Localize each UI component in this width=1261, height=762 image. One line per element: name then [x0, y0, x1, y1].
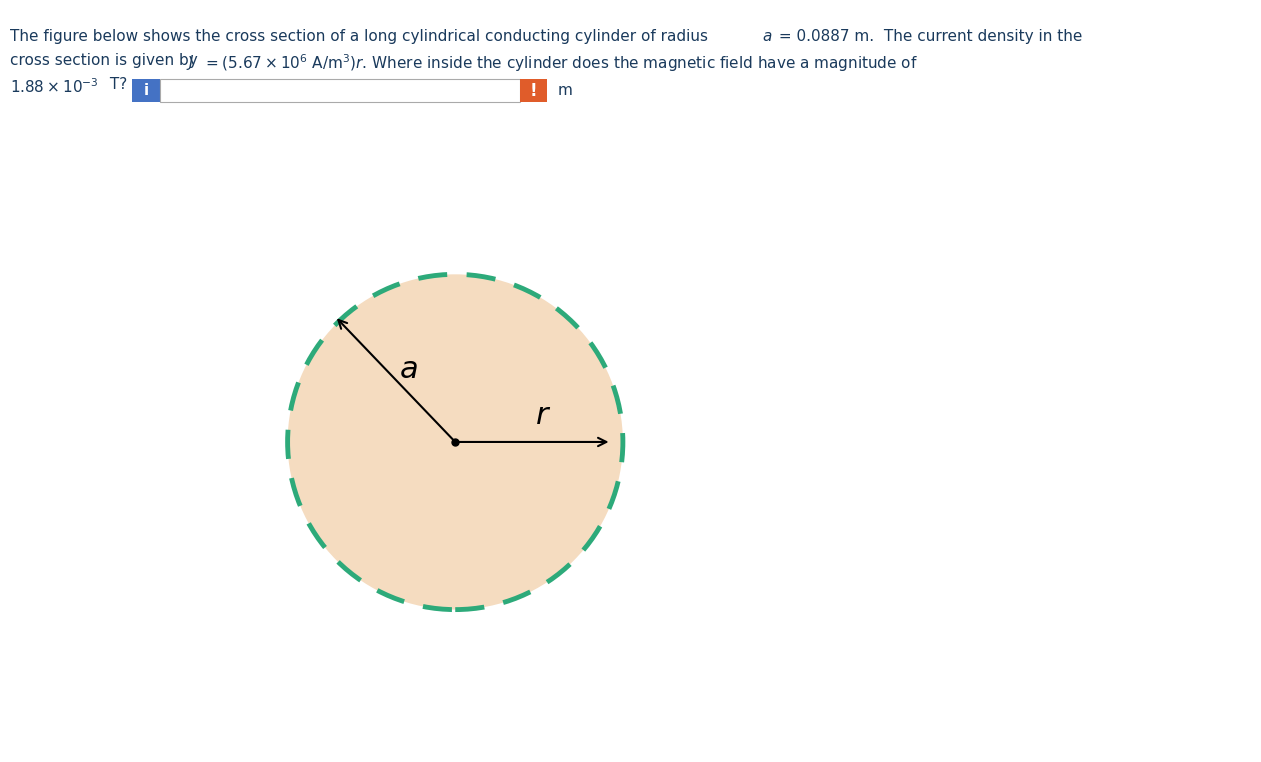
Text: cross section is given by: cross section is given by [10, 53, 203, 68]
Text: = 0.0887 m.  The current density in the: = 0.0887 m. The current density in the [774, 29, 1083, 44]
Text: $r$: $r$ [535, 401, 551, 430]
Text: $a$: $a$ [762, 29, 773, 44]
Text: $a$: $a$ [398, 355, 417, 384]
Text: $= \left(5.67 \times 10^6\ \mathrm{A/m^3}\right)r$. Where inside the cylinder do: $= \left(5.67 \times 10^6\ \mathrm{A/m^3… [198, 53, 918, 74]
Text: i: i [144, 83, 149, 98]
Circle shape [288, 274, 623, 610]
Text: $1.88 \times 10^{-3}$: $1.88 \times 10^{-3}$ [10, 77, 98, 96]
Text: m: m [557, 83, 572, 98]
Text: The figure below shows the cross section of a long cylindrical conducting cylind: The figure below shows the cross section… [10, 29, 712, 44]
Text: $J$: $J$ [187, 53, 194, 72]
Text: !: ! [530, 82, 537, 100]
Text: T?: T? [105, 77, 127, 92]
